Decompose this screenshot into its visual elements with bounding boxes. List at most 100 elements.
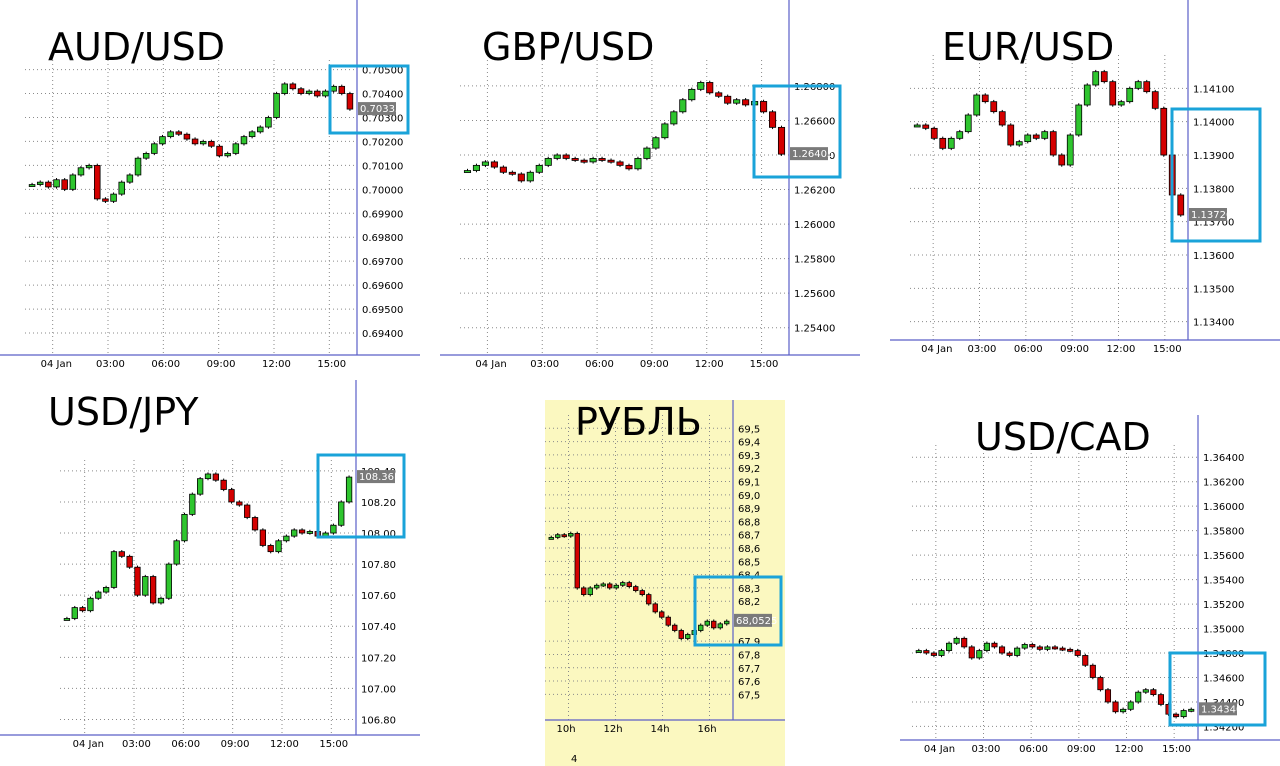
candle-body <box>1014 647 1021 656</box>
x-tick-label: 04 Jan <box>475 359 506 370</box>
highlight-box <box>316 453 406 539</box>
candle <box>197 476 204 496</box>
x-tick-label: 03:00 <box>530 359 559 370</box>
candle-body <box>1015 141 1023 146</box>
candle <box>149 574 157 605</box>
x-tick-label: 12:00 <box>262 359 291 370</box>
candle <box>607 582 613 590</box>
candle <box>1044 645 1051 652</box>
candle-body <box>1142 689 1149 693</box>
candle <box>670 110 678 126</box>
candle-body <box>1177 194 1185 216</box>
candle <box>228 487 235 504</box>
x-tick-label: 09:00 <box>1067 744 1096 755</box>
candle <box>998 109 1006 127</box>
candle-body <box>672 624 678 631</box>
candle <box>63 616 71 621</box>
x-tick-label: 15:00 <box>317 359 346 370</box>
candle-body <box>1100 71 1108 83</box>
candle-body <box>216 145 223 157</box>
candle-body <box>208 141 215 147</box>
candle <box>77 166 85 177</box>
candle-body <box>490 161 498 168</box>
candle <box>1100 69 1108 84</box>
candle <box>28 182 36 187</box>
candle <box>616 160 624 168</box>
candle <box>973 93 981 117</box>
candle-body <box>1117 101 1125 106</box>
candle-body <box>1049 131 1057 156</box>
candle <box>913 123 921 128</box>
candle <box>1024 133 1032 144</box>
candle-body <box>561 534 567 538</box>
x-tick-label: 03:00 <box>96 359 125 370</box>
candle <box>61 178 68 192</box>
candle-body <box>625 164 633 170</box>
candle-body <box>102 198 109 202</box>
candle <box>704 619 710 627</box>
candle-body <box>922 124 930 129</box>
candle-body <box>157 597 165 604</box>
y-tick-label: 1.36000 <box>1203 502 1244 513</box>
x-tick-label: 06:00 <box>1014 344 1043 355</box>
candle-body <box>481 161 489 166</box>
y-tick-label: 1.13500 <box>1193 284 1234 295</box>
candle-body <box>711 620 717 629</box>
x-tick-label: 06:00 <box>585 359 614 370</box>
candle-body <box>330 85 337 92</box>
candle <box>1117 99 1125 107</box>
candle-body <box>1036 646 1043 650</box>
candle <box>991 641 998 649</box>
candle-body <box>961 637 968 648</box>
candle <box>102 585 110 594</box>
x-tick-label: 12:00 <box>1115 744 1144 755</box>
candle-body <box>1180 710 1187 718</box>
candle <box>535 163 543 174</box>
candle-body <box>1066 134 1074 166</box>
candle-body <box>659 611 665 618</box>
candle <box>1049 129 1057 157</box>
candle-body <box>724 95 732 104</box>
candle <box>697 80 705 92</box>
y-tick-label: 0.70200 <box>362 137 403 148</box>
y-tick-label: 1.26200 <box>794 186 835 197</box>
candle-body <box>94 164 101 200</box>
candle <box>544 156 552 168</box>
x-tick-label: 04 Jan <box>41 359 72 370</box>
candle <box>346 91 354 111</box>
candle-body <box>1135 691 1142 703</box>
candle <box>1134 79 1142 91</box>
candle-body <box>232 143 240 154</box>
candle <box>968 645 975 660</box>
candle <box>463 168 472 173</box>
y-tick-label: 1.13900 <box>1193 151 1234 162</box>
candle-body <box>968 646 975 659</box>
candle-body <box>587 587 593 595</box>
candle <box>634 156 642 171</box>
y-tick-label: 67,9 <box>738 637 760 648</box>
candle <box>923 648 930 655</box>
chart-5: 1.36400 1.36200 1.36000 1.35800 1.35600 1.354… <box>900 415 1280 755</box>
y-tick-label: 67,5 <box>738 690 760 701</box>
candle-body <box>291 529 298 537</box>
candle <box>244 503 251 520</box>
chart-title: AUD/USD <box>48 25 225 69</box>
candle <box>102 197 109 204</box>
candle <box>947 136 955 151</box>
candle <box>1142 687 1149 694</box>
candle-body <box>581 587 587 595</box>
candle-body <box>562 154 570 159</box>
candle-body <box>1083 84 1091 106</box>
candle <box>1029 642 1036 649</box>
candle-body <box>159 136 166 145</box>
y-tick-label: 108.00 <box>361 529 396 540</box>
candle <box>71 605 78 621</box>
candle-body <box>28 184 36 187</box>
y-tick-label: 107.80 <box>361 560 396 571</box>
candle <box>212 472 219 482</box>
candle <box>142 151 150 160</box>
candle <box>964 113 972 134</box>
candle <box>1188 707 1195 713</box>
x-tick-label: 09:00 <box>207 359 236 370</box>
candle-body <box>594 584 600 589</box>
